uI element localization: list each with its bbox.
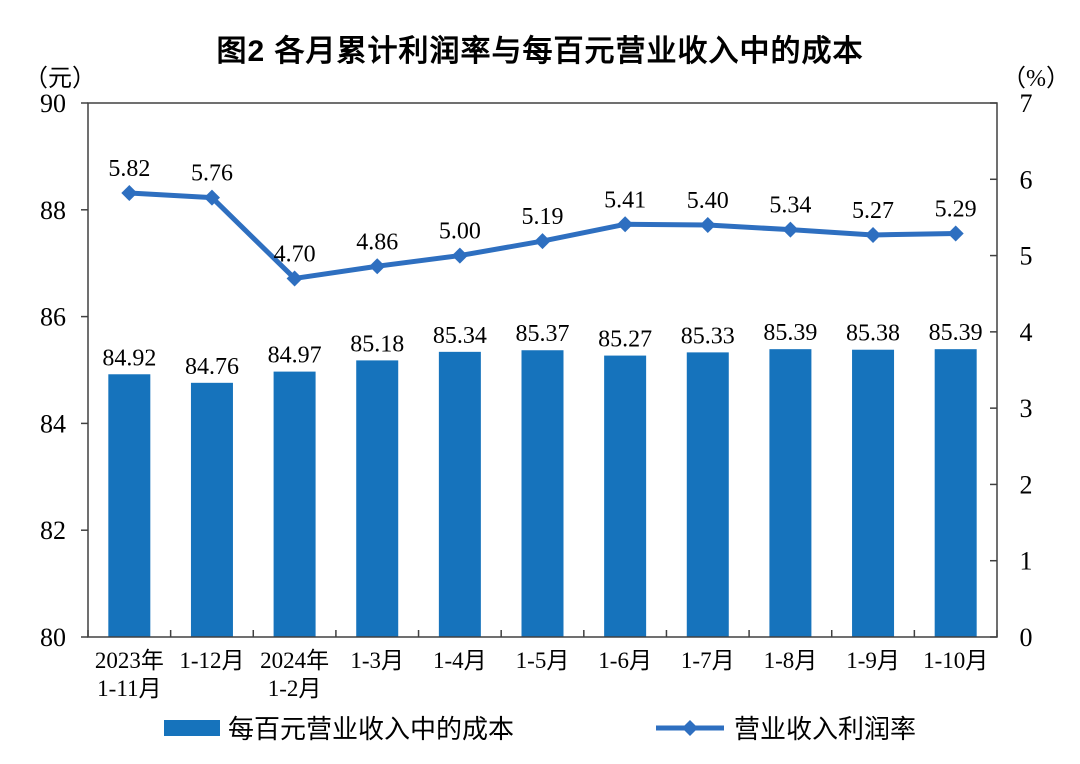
- left-axis-tick-label: 80: [40, 623, 66, 652]
- bar: [521, 350, 564, 637]
- right-axis-tick-label: 0: [1020, 623, 1033, 652]
- line-marker-diamond: [369, 258, 386, 275]
- bar: [190, 382, 233, 637]
- x-axis-category-label: 1-5月: [516, 648, 570, 673]
- line-marker-diamond: [203, 189, 220, 206]
- line-marker-diamond: [699, 217, 716, 234]
- bar: [686, 352, 729, 637]
- line-marker-diamond: [121, 185, 138, 202]
- bar: [438, 351, 481, 637]
- line-marker-diamond: [534, 233, 551, 250]
- chart-title: 图2 各月累计利润率与每百元营业收入中的成本: [216, 35, 864, 68]
- x-axis-category-label: 1-6月: [598, 648, 652, 673]
- line-data-label: 5.34: [769, 193, 811, 219]
- bar-swatch-icon: [163, 719, 220, 736]
- line-data-label: 5.29: [935, 196, 977, 222]
- x-axis-category-label: 1-7月: [681, 648, 735, 673]
- legend-line-label: 营业收入利润率: [734, 715, 917, 744]
- bar: [356, 360, 399, 637]
- bar: [604, 355, 647, 637]
- x-axis-category-label: 2023年: [95, 648, 164, 673]
- line-data-label: 5.41: [604, 187, 646, 213]
- line-data-label: 5.76: [191, 161, 233, 187]
- bar-data-label: 85.34: [433, 323, 487, 349]
- bar-data-label: 85.27: [598, 327, 652, 353]
- legend-bar-label: 每百元营业收入中的成本: [227, 715, 514, 744]
- x-axis-category-label: 1-2月: [268, 676, 322, 701]
- line-data-label: 4.70: [274, 241, 316, 267]
- line-data-label: 5.19: [522, 204, 564, 230]
- bar-data-label: 85.18: [350, 331, 404, 357]
- bar-data-label: 85.39: [763, 320, 817, 346]
- line-marker-diamond: [782, 221, 799, 238]
- bar-data-label: 85.39: [929, 320, 983, 346]
- bar: [108, 374, 151, 637]
- x-axis-category-label: 1-9月: [846, 648, 900, 673]
- line-marker-diamond: [617, 216, 634, 233]
- line-data-label: 4.86: [356, 229, 398, 255]
- left-axis-tick-label: 90: [40, 89, 66, 118]
- x-axis-category-label: 1-4月: [433, 648, 487, 673]
- line-marker-icon: [656, 719, 724, 736]
- bar: [273, 371, 316, 637]
- line-marker-diamond: [947, 225, 964, 242]
- left-axis-tick-label: 86: [40, 303, 66, 332]
- line-data-label: 5.27: [852, 198, 894, 224]
- bar: [852, 349, 895, 637]
- bar-data-label: 85.38: [846, 321, 900, 347]
- right-axis-tick-label: 3: [1020, 394, 1033, 423]
- left-axis-tick-label: 82: [40, 516, 66, 545]
- left-axis-tick-label: 88: [40, 196, 66, 225]
- bar-data-label: 84.92: [102, 345, 156, 371]
- legend-item-bar: 每百元营业收入中的成本: [163, 709, 514, 746]
- right-axis-tick-label: 4: [1020, 318, 1033, 347]
- line-marker-diamond: [286, 270, 303, 287]
- x-axis-category-label: 1-12月: [179, 648, 244, 673]
- line-data-label: 5.82: [108, 156, 150, 182]
- chart-legend: 每百元营业收入中的成本 营业收入利润率: [0, 709, 1080, 746]
- legend-item-line: 营业收入利润率: [654, 709, 916, 746]
- right-axis-tick-label: 5: [1020, 242, 1033, 271]
- line-marker-diamond: [451, 247, 468, 264]
- line-marker-diamond: [865, 226, 882, 243]
- x-axis-category-label: 1-8月: [764, 648, 818, 673]
- x-axis-category-label: 2024年: [260, 648, 329, 673]
- right-axis-tick-label: 6: [1020, 165, 1033, 194]
- line-data-label: 5.40: [687, 188, 729, 214]
- right-axis-tick-label: 2: [1020, 470, 1033, 499]
- x-axis-category-label: 1-10月: [923, 648, 988, 673]
- right-axis-tick-label: 1: [1020, 547, 1033, 576]
- bar-data-label: 85.33: [681, 323, 735, 349]
- x-axis-category-label: 1-3月: [350, 648, 404, 673]
- left-axis-tick-label: 84: [40, 409, 66, 438]
- right-axis-tick-label: 7: [1020, 89, 1033, 118]
- bar-data-label: 85.37: [516, 321, 570, 347]
- bar: [769, 349, 812, 637]
- bar-data-label: 84.76: [185, 354, 239, 380]
- left-axis-unit-label: （元）: [24, 66, 96, 92]
- line-data-label: 5.00: [439, 219, 481, 245]
- x-axis-category-label: 1-11月: [97, 676, 161, 701]
- plot-border: [87, 102, 998, 638]
- bar: [934, 349, 977, 637]
- bar-data-label: 84.97: [268, 343, 322, 369]
- right-axis-unit-label: （%）: [1002, 66, 1070, 92]
